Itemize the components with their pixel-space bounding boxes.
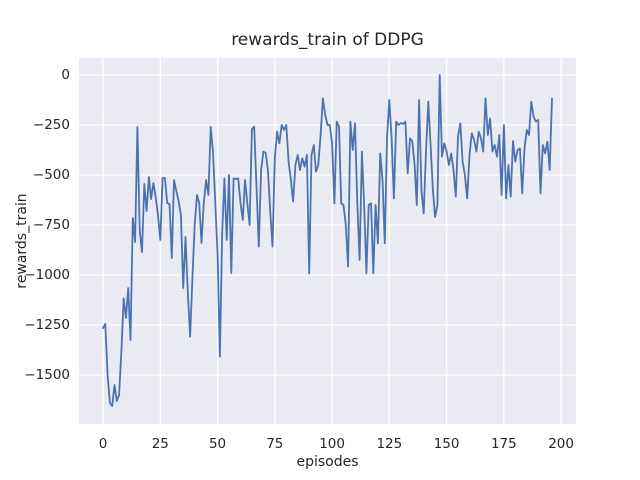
y-axis-label: rewards_train (14, 193, 30, 289)
x-tick-label: 25 (151, 436, 169, 452)
x-tick-label: 0 (98, 436, 108, 452)
y-tick-label: −1250 (24, 317, 70, 333)
x-tick-label: 100 (319, 436, 345, 452)
y-tick-label: −1000 (24, 267, 70, 283)
grid-lines (79, 58, 576, 424)
x-axis-label: episodes (296, 454, 359, 470)
x-tick-label: 125 (376, 436, 403, 452)
rewards-train-line (102, 74, 553, 407)
x-tick-label: 150 (433, 436, 460, 452)
y-tick-label: 0 (61, 67, 70, 83)
x-tick-label: 75 (266, 436, 284, 452)
x-tick-label: 200 (548, 436, 574, 452)
plot-area (79, 58, 576, 424)
y-tick-label: −750 (32, 217, 70, 233)
x-tick-label: 175 (490, 436, 517, 452)
plot-canvas (79, 58, 576, 424)
y-tick-label: −250 (32, 117, 70, 133)
chart-title: rewards_train of DDPG (231, 30, 424, 50)
y-tick-label: −1500 (24, 367, 70, 383)
y-tick-label: −500 (32, 167, 70, 183)
x-tick-label: 50 (208, 436, 227, 452)
